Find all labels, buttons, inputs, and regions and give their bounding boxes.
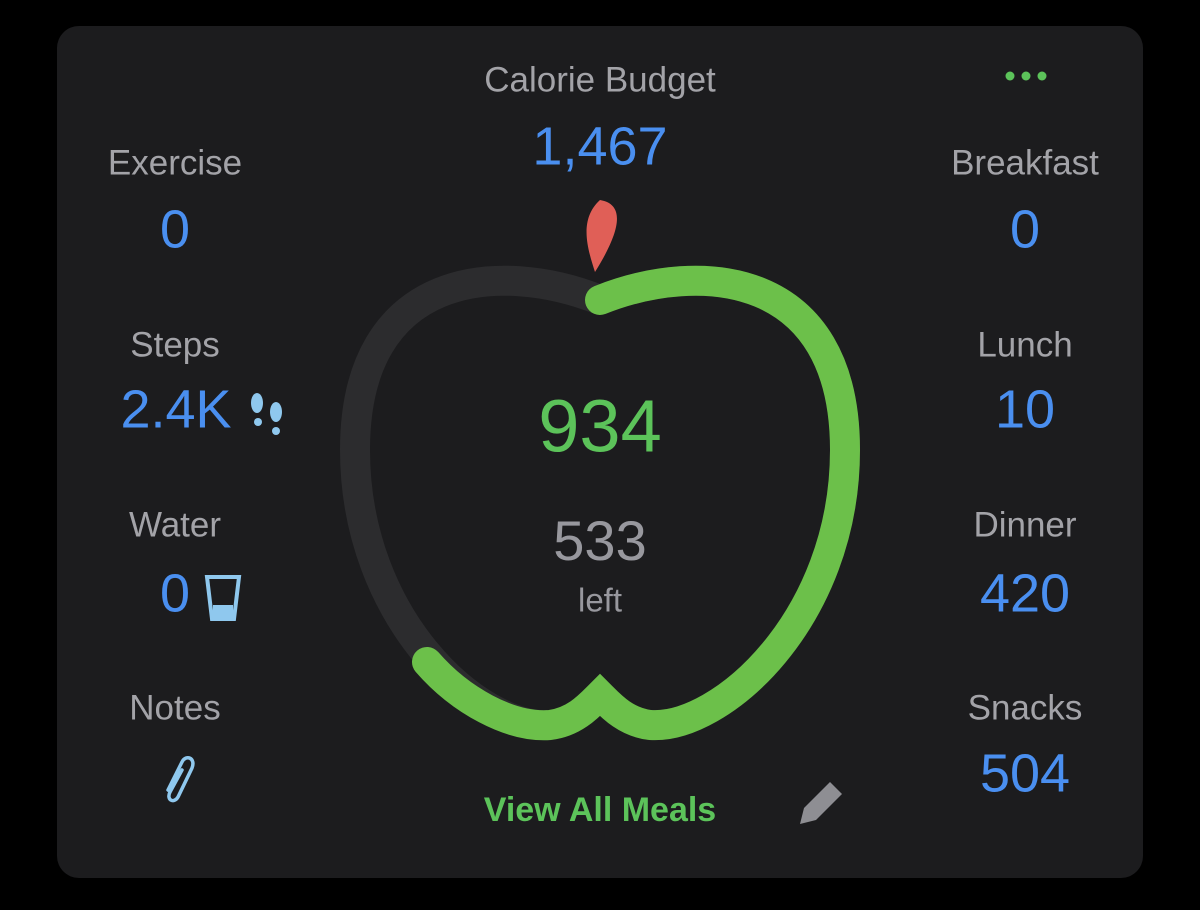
stat-value: 2.4K [120,379,231,439]
stat-value: 420 [980,563,1070,623]
stat-value: 504 [980,743,1070,803]
edit-button[interactable] [800,782,842,824]
dot [1037,71,1047,81]
stat-label: Snacks [968,688,1083,727]
exercise[interactable]: Exercise 0 [108,143,242,259]
stat-label: Notes [129,688,220,727]
stat-label: Breakfast [951,143,1099,182]
dinner[interactable]: Dinner 420 [973,505,1076,623]
budget-title: Calorie Budget [484,60,716,99]
budget-value[interactable]: 1,467 [532,116,667,176]
snacks[interactable]: Snacks 504 [968,688,1083,803]
footprints-icon [251,393,282,435]
apple-leaf [586,200,617,272]
remaining-label: left [578,582,622,619]
steps[interactable]: Steps 2.4K [120,325,282,439]
stat-label: Lunch [977,325,1072,364]
glass-icon [204,575,242,621]
eaten-value: 934 [538,385,661,468]
dot [1021,71,1031,81]
stat-value: 10 [995,379,1055,439]
paperclip-icon [166,756,195,803]
stat-value: 0 [160,199,190,259]
stat-label: Dinner [973,505,1076,544]
stat-label: Water [129,505,221,544]
apple-progress [412,265,861,741]
stat-value: 0 [160,563,190,623]
breakfast[interactable]: Breakfast 0 [951,143,1099,259]
pencil-icon [800,782,842,824]
water[interactable]: Water 0 [129,505,242,623]
dot [1005,71,1015,81]
glass-water [213,605,233,617]
more-menu[interactable] [1005,71,1047,81]
remaining-value: 533 [553,509,646,572]
stat-value: 0 [1010,199,1040,259]
stat-label: Exercise [108,143,242,182]
lunch[interactable]: Lunch 10 [977,325,1072,439]
notes[interactable]: Notes [129,688,221,803]
card [57,26,1143,878]
stat-label: Steps [130,325,220,364]
view-all-meals-button[interactable]: View All Meals [484,791,716,829]
